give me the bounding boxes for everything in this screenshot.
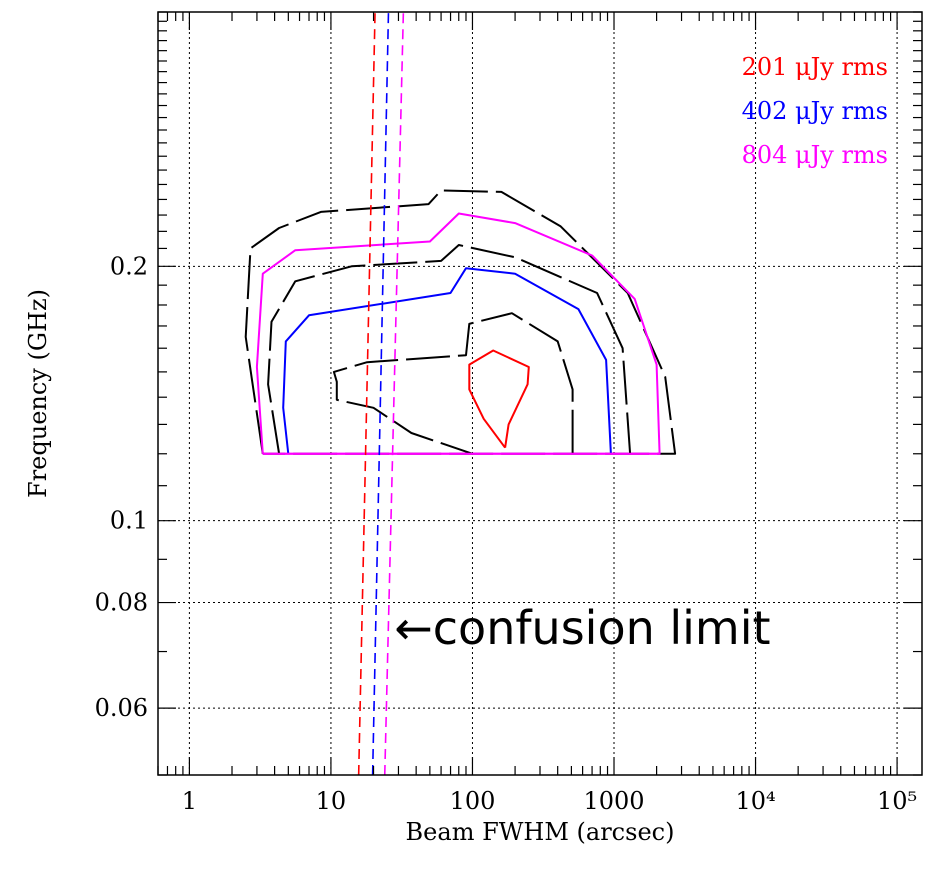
contour-series <box>244 189 677 455</box>
axis-ticks <box>157 11 922 776</box>
contour-line <box>255 212 661 455</box>
y-tick-label: 0.1 <box>110 507 148 535</box>
x-tick-label: 10 <box>316 787 347 815</box>
y-tick-label: 0.2 <box>110 252 148 280</box>
confusion-limit-line <box>383 11 405 776</box>
contour-line <box>468 349 530 449</box>
contour-line <box>282 267 612 454</box>
contour-line <box>332 312 574 455</box>
x-tick-label: 10⁵ <box>877 787 917 815</box>
x-tick-label: 10⁴ <box>735 787 775 815</box>
grid-lines <box>158 12 922 775</box>
confusion-limit-lines <box>357 11 405 776</box>
y-axis-title: Frequency (GHz) <box>24 289 52 498</box>
x-tick-label: 1 <box>182 787 197 815</box>
plot-frame <box>157 11 923 776</box>
confusion-limit-annotation: ←confusion limit <box>394 601 770 655</box>
confusion-limit-line <box>357 11 376 776</box>
contour-line <box>244 189 677 455</box>
x-tick-label: 100 <box>450 787 496 815</box>
x-tick-label: 1000 <box>583 787 644 815</box>
legend-entry: 201 μJy rms <box>742 53 888 81</box>
y-tick-label: 0.08 <box>95 589 148 617</box>
legend-entry: 804 μJy rms <box>742 141 888 169</box>
y-tick-label: 0.06 <box>95 694 148 722</box>
legend-entry: 402 μJy rms <box>742 97 888 125</box>
contour-line <box>267 244 632 454</box>
tick-labels: 1 10 100 1000 10⁴ 10⁵ 0.2 0.1 0.08 0.06 <box>95 252 918 815</box>
confusion-limit-line <box>371 11 390 776</box>
legend: 201 μJy rms 402 μJy rms 804 μJy rms <box>742 53 888 169</box>
x-axis-title: Beam FWHM (arcsec) <box>406 818 675 846</box>
